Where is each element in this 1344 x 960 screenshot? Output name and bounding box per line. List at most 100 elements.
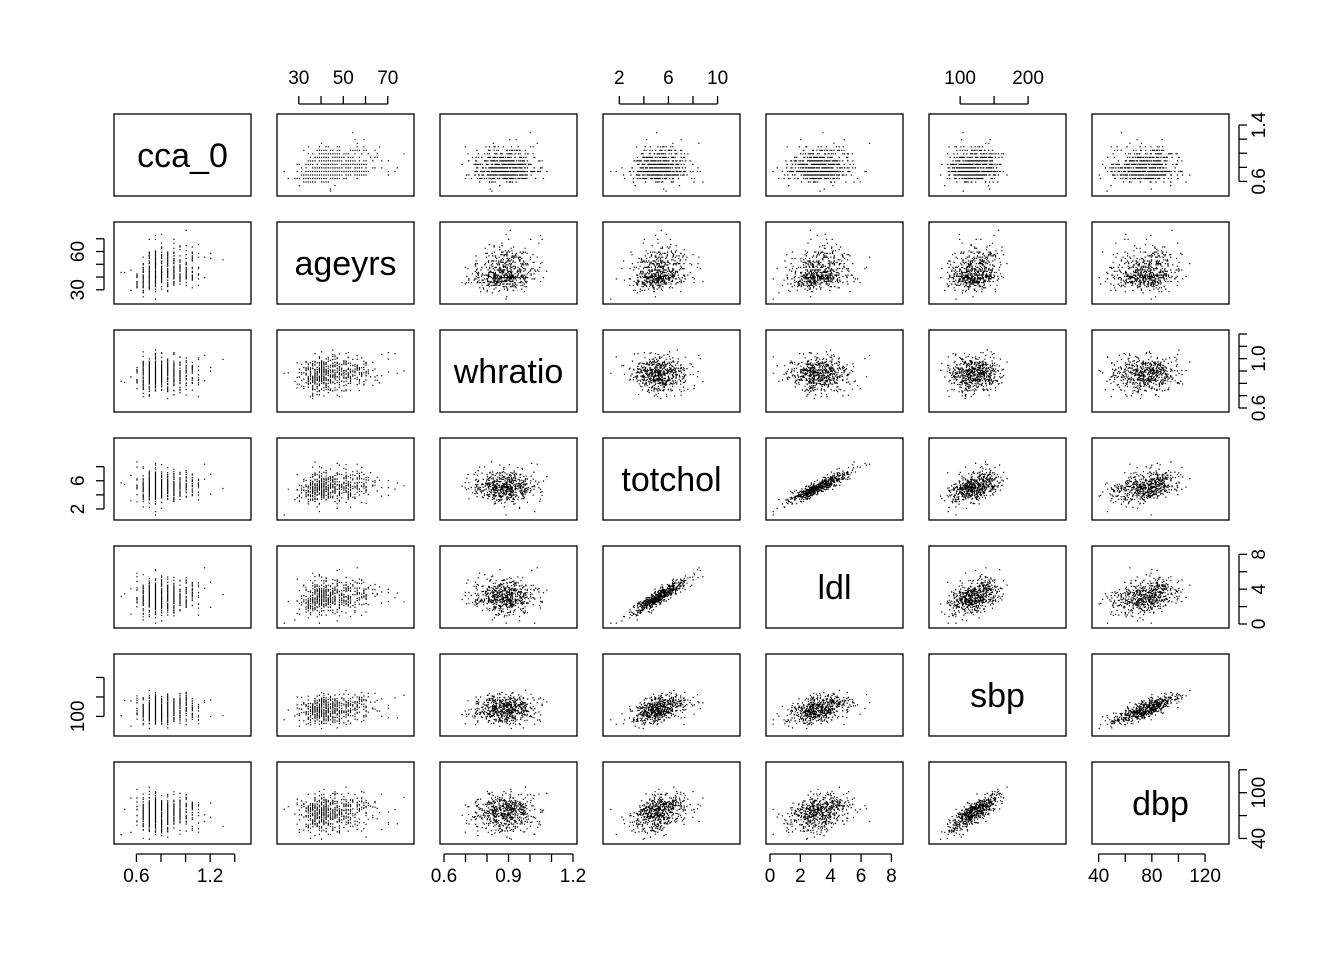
panel-ageyrs-vs-whratio (439, 221, 578, 305)
tick-label: 8 (1249, 549, 1270, 560)
panel-frame (928, 437, 1067, 521)
panel-cca_0-vs-dbp (1091, 113, 1230, 197)
scatter-points (283, 132, 405, 192)
panel-ageyrs-vs-ageyrs: ageyrs (276, 221, 415, 305)
panel-whratio-vs-ageyrs (276, 329, 415, 413)
scatter-points (772, 689, 871, 730)
y-axis-right-cca_0: 0.6 1.4 (1238, 111, 1270, 195)
panel-sbp-vs-cca_0 (113, 653, 252, 737)
panel-frame (113, 437, 252, 521)
panel-whratio-vs-dbp (1091, 329, 1230, 413)
panel-dbp-vs-cca_0 (113, 761, 252, 845)
panel-totchol-vs-ldl (765, 437, 904, 521)
y-axis-left-totchol: 26 (68, 466, 105, 514)
panel-ageyrs-vs-sbp (928, 221, 1067, 305)
panel-frame (765, 221, 904, 305)
tick-label: 6 (68, 475, 89, 486)
panel-frame (439, 653, 578, 737)
scatter-points (772, 229, 871, 300)
tick-label: 0.6 (431, 866, 457, 887)
panel-whratio-vs-sbp (928, 329, 1067, 413)
scatter-points (461, 461, 548, 516)
panel-sbp-vs-totchol (602, 653, 741, 737)
panel-frame (602, 545, 741, 629)
tick-label: 120 (1189, 866, 1221, 887)
panel-totchol-vs-whratio (439, 437, 578, 521)
panel-frame (276, 113, 415, 197)
panel-dbp-vs-totchol (602, 761, 741, 845)
panel-ageyrs-vs-totchol (602, 221, 741, 305)
panel-dbp-vs-sbp (928, 761, 1067, 845)
panel-dbp-vs-ageyrs (276, 761, 415, 845)
panel-ldl-vs-cca_0 (113, 545, 252, 629)
panel-frame (1091, 221, 1230, 305)
panel-totchol-vs-sbp (928, 437, 1067, 521)
panel-cca_0-vs-whratio (439, 113, 578, 197)
panel-whratio-vs-whratio: whratio (439, 329, 578, 413)
scatter-points (940, 567, 1008, 624)
panel-ageyrs-vs-ldl (765, 221, 904, 305)
diagonal-label-dbp: dbp (1132, 785, 1189, 823)
panel-totchol-vs-dbp (1091, 437, 1230, 521)
panel-frame (1091, 437, 1230, 521)
scatter-points (120, 349, 224, 400)
panel-frame (276, 329, 415, 413)
scatter-points (1098, 689, 1191, 730)
scatter-points (283, 689, 405, 730)
diagonal-label-cca_0: cca_0 (137, 137, 228, 175)
panel-frame (765, 113, 904, 197)
tick-label: 0 (765, 866, 776, 887)
scatter-points (1098, 567, 1191, 624)
panel-frame (1091, 761, 1230, 845)
scatter-points (1098, 461, 1191, 516)
panel-frame (928, 113, 1067, 197)
panel-frame (276, 221, 415, 305)
scatter-points (772, 461, 871, 516)
scatter-points (940, 786, 1008, 840)
tick-label: 200 (1012, 68, 1044, 89)
panel-frame (1091, 545, 1230, 629)
scatter-points (772, 349, 871, 400)
panel-frame (602, 437, 741, 521)
panel-whratio-vs-ldl (765, 329, 904, 413)
scatter-points (772, 132, 871, 192)
tick-label: 60 (68, 241, 89, 262)
tick-label: 4 (825, 866, 836, 887)
scatter-points (283, 567, 405, 624)
panel-frame (113, 545, 252, 629)
panel-frame (439, 221, 578, 305)
panel-ageyrs-vs-dbp (1091, 221, 1230, 305)
scatter-points (610, 567, 704, 624)
panel-frame (928, 329, 1067, 413)
tick-label: 0.9 (495, 866, 521, 887)
tick-label: 10 (707, 68, 728, 89)
tick-label: 1.2 (560, 866, 586, 887)
panel-frame (276, 761, 415, 845)
tick-label: 100 (1249, 777, 1270, 809)
panel-frame (765, 545, 904, 629)
panel-frame (602, 653, 741, 737)
panel-ldl-vs-totchol (602, 545, 741, 629)
scatter-points (940, 461, 1008, 516)
tick-label: 0.6 (123, 866, 149, 887)
panel-frame (602, 221, 741, 305)
tick-label: 6 (856, 866, 867, 887)
panel-sbp-vs-dbp (1091, 653, 1230, 737)
panel-frame (439, 329, 578, 413)
scatter-points (940, 229, 1008, 300)
y-axis-left-sbp: 100 (68, 676, 105, 732)
panel-frame (113, 653, 252, 737)
scatter-points (461, 567, 548, 624)
panel-totchol-vs-cca_0 (113, 437, 252, 521)
panel-sbp-vs-ldl (765, 653, 904, 737)
scatter-points (1098, 132, 1191, 192)
scatter-points (283, 461, 405, 516)
scatter-points (120, 689, 224, 730)
panel-cca_0-vs-ageyrs (276, 113, 415, 197)
y-axis-right-ldl: 0 4 8 (1238, 549, 1270, 629)
scatter-points (610, 689, 704, 730)
tick-label: 40 (1249, 828, 1270, 849)
panel-whratio-vs-cca_0 (113, 329, 252, 413)
diagonal-label-totchol: totchol (621, 461, 721, 499)
